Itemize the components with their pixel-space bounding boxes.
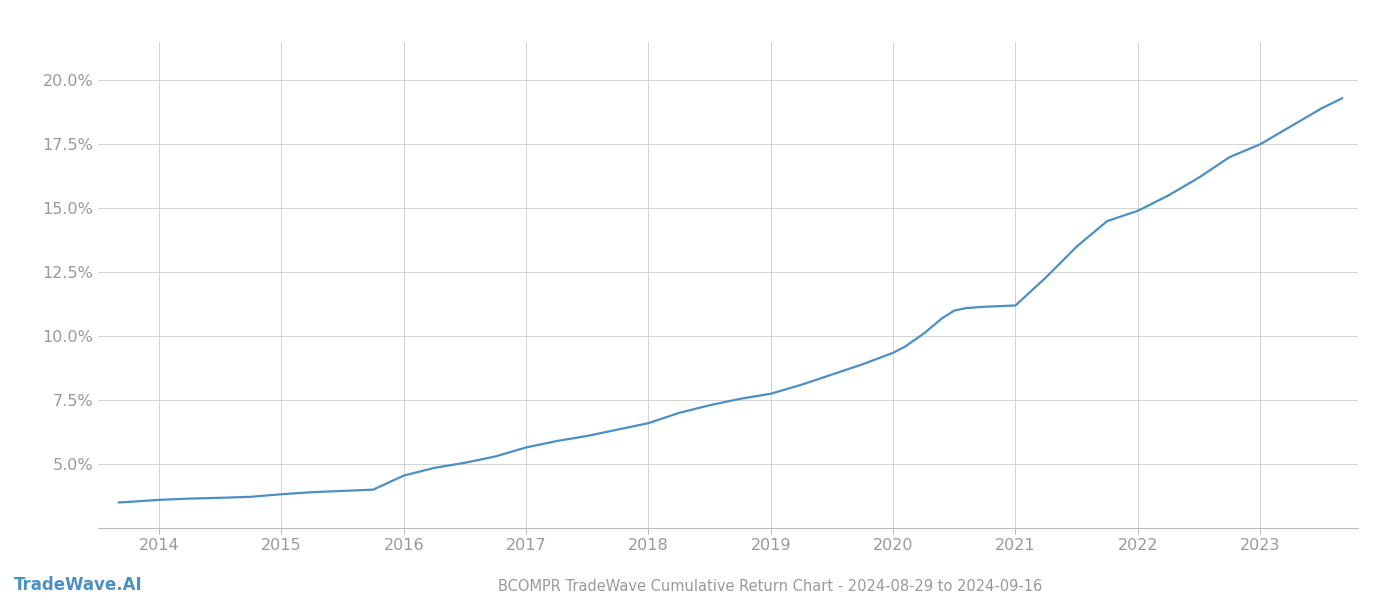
Text: TradeWave.AI: TradeWave.AI [14, 576, 143, 594]
Text: BCOMPR TradeWave Cumulative Return Chart - 2024-08-29 to 2024-09-16: BCOMPR TradeWave Cumulative Return Chart… [498, 579, 1042, 594]
